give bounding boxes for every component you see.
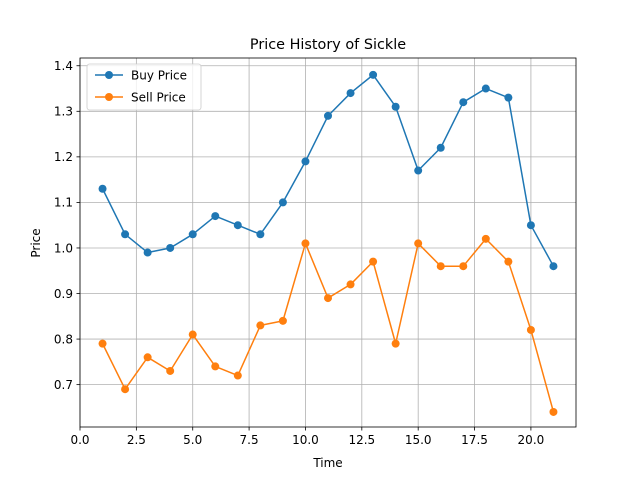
buy-price-point (211, 212, 220, 221)
sell-price-point (346, 280, 355, 289)
sell-price-point (436, 262, 445, 271)
sell-price-point (301, 239, 310, 248)
y-axis-label: Price (29, 228, 43, 257)
legend-buy-price-marker (105, 71, 113, 79)
sell-price-point (414, 239, 423, 248)
x-tick-label: 7.5 (240, 433, 259, 447)
sell-price-point (324, 294, 332, 303)
buy-price-point (301, 157, 310, 166)
y-tick-label: 1.3 (54, 105, 73, 119)
x-tick-label: 15.0 (405, 433, 432, 447)
buy-price-point (504, 93, 513, 102)
sell-price-point (121, 385, 130, 394)
buy-price-point (526, 221, 535, 230)
sell-price-point (549, 407, 558, 416)
buy-price-point (98, 184, 107, 193)
sell-price-point (391, 339, 400, 348)
legend: Buy Price Sell Price (86, 63, 202, 111)
sell-price-point (166, 366, 175, 375)
buy-price-point (436, 143, 445, 152)
x-tick-label: 17.5 (461, 433, 488, 447)
x-tick-label: 2.5 (127, 433, 146, 447)
buy-price-point (369, 70, 378, 79)
sell-price-point (188, 330, 197, 339)
y-tick-label: 0.7 (54, 378, 73, 392)
buy-price-point (188, 230, 197, 239)
buy-price-point (459, 98, 468, 107)
buy-price-point (166, 243, 175, 252)
buy-price-point (346, 89, 355, 98)
buy-price-point (233, 221, 242, 230)
buy-price-point (143, 248, 152, 257)
y-tick-label: 1.4 (54, 59, 73, 73)
x-axis-label: Time (312, 456, 342, 470)
buy-price-point (481, 84, 490, 93)
legend-buy-price-label: Buy Price (131, 68, 187, 82)
buy-price-point (549, 262, 558, 271)
y-tick-label: 1.2 (54, 150, 73, 164)
sell-price-point (256, 321, 265, 330)
y-tick-label: 1.1 (54, 196, 73, 210)
sell-price-point (526, 325, 535, 334)
legend-sell-price-label: Sell Price (131, 90, 186, 104)
series-lines (98, 70, 558, 416)
sell-price-point (369, 257, 378, 266)
buy-price-point (324, 111, 332, 120)
sell-price-point (504, 257, 513, 266)
sell-price-point (233, 371, 242, 380)
y-tick-label: 1.0 (54, 241, 73, 255)
buy-price-point (278, 198, 287, 207)
grid-lines (79, 58, 576, 427)
x-tick-label: 10.0 (292, 433, 319, 447)
sell-price-point (278, 316, 287, 325)
x-tick-label: 0.0 (70, 433, 89, 447)
sell-price-point (459, 262, 468, 271)
buy-price-point (391, 102, 400, 111)
sell-price-point (481, 234, 490, 243)
chart-title: Price History of Sickle (250, 37, 406, 53)
x-tick-label: 5.0 (183, 433, 202, 447)
x-tick-label: 12.5 (348, 433, 375, 447)
x-tick-label: 20.0 (518, 433, 545, 447)
buy-price-point (414, 166, 423, 175)
plot-area-frame (79, 57, 577, 428)
buy-price-point (256, 230, 265, 239)
buy-price-point (121, 230, 130, 239)
sell-price-point (98, 339, 107, 348)
y-tick-label: 0.8 (54, 332, 73, 346)
sell-price-point (211, 362, 220, 371)
axis-ticks: 0.0 2.5 5.0 7.5 10.0 12.5 15.0 17.5 20.0 0.7 0.8 0.… (54, 59, 544, 447)
sell-price-point (143, 353, 152, 362)
legend-sell-price-marker (105, 93, 113, 101)
y-tick-label: 0.9 (54, 287, 73, 301)
